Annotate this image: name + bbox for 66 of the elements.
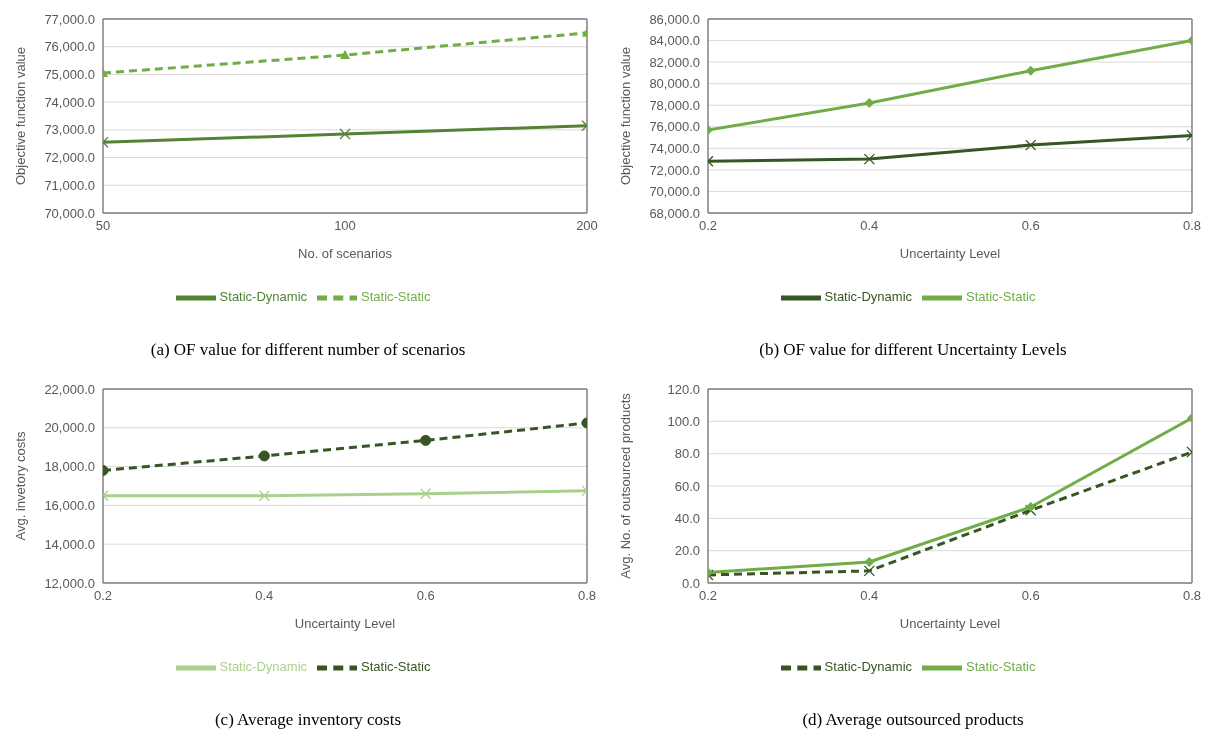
y-tick-label: 20.0 [674, 543, 700, 559]
x-tick-label: 0.8 [1182, 218, 1202, 234]
legend-label: Static-Dynamic [219, 659, 308, 675]
x-tick-label: 200 [576, 218, 598, 234]
y-tick-label: 72,000.0 [44, 150, 95, 166]
x-tick-label: 0.2 [698, 588, 718, 604]
y-tick-label: 78,000.0 [649, 97, 700, 113]
y-tick-label: 70,000.0 [649, 184, 700, 200]
y-tick-label: 120.0 [667, 381, 700, 397]
y-tick-label: 0.0 [681, 575, 700, 591]
x-tick-label: 0.2 [93, 588, 113, 604]
y-tick-label: 71,000.0 [44, 177, 95, 193]
text: (a) OF value for different number of scenarios [149, 340, 467, 360]
y-tick-label: 80,000.0 [649, 76, 700, 92]
y-tick-label: 70,000.0 [44, 205, 95, 221]
y-tick-label: 74,000.0 [649, 140, 700, 156]
legend-label: Static-Static [361, 289, 431, 305]
y-tick-label: 86,000.0 [649, 11, 700, 27]
y-tick-label: 22,000.0 [44, 381, 95, 397]
y-axis-title: Avg. invetory costs [12, 431, 28, 541]
x-tick-label: 0.2 [698, 218, 718, 234]
y-tick-label: 18,000.0 [44, 459, 95, 475]
legend-label: Static-Static [966, 289, 1036, 305]
y-axis-title: Objective function value [617, 46, 633, 186]
x-tick-label: 0.6 [1021, 218, 1040, 234]
y-tick-label: 40.0 [674, 510, 700, 526]
y-tick-label: 82,000.0 [649, 54, 700, 70]
y-tick-label: 14,000.0 [44, 536, 95, 552]
x-tick-label: 0.8 [577, 588, 597, 604]
text: (b) OF value for different Uncertainty Levels [758, 340, 1068, 360]
text: (d) Average outsourced products [801, 710, 1025, 730]
x-tick-label: 0.4 [860, 588, 879, 604]
y-tick-label: 76,000.0 [44, 39, 95, 55]
x-tick-label: 0.6 [416, 588, 435, 604]
x-axis-title: No. of scenarios [298, 246, 393, 261]
x-tick-label: 0.4 [860, 218, 879, 234]
x-axis-title: Uncertainty Level [899, 246, 1001, 261]
y-tick-label: 12,000.0 [44, 575, 95, 591]
y-tick-label: 100.0 [667, 413, 700, 429]
y-tick-label: 74,000.0 [44, 94, 95, 110]
y-tick-label: 80.0 [674, 446, 700, 462]
y-tick-label: 77,000.0 [44, 11, 95, 27]
y-tick-label: 84,000.0 [649, 33, 700, 49]
y-axis-title: Objective function value [12, 46, 28, 186]
y-tick-label: 76,000.0 [649, 119, 700, 135]
x-tick-label: 0.4 [255, 588, 274, 604]
x-tick-label: 0.6 [1021, 588, 1040, 604]
y-tick-label: 75,000.0 [44, 67, 95, 83]
x-axis-title: Uncertainty Level [899, 616, 1001, 631]
y-tick-label: 72,000.0 [649, 162, 700, 178]
y-tick-label: 16,000.0 [44, 498, 95, 514]
x-axis-title: Uncertainty Level [294, 616, 396, 631]
y-axis-title: Avg. No. of outsourced products [617, 392, 633, 579]
y-tick-label: 68,000.0 [649, 205, 700, 221]
y-tick-label: 20,000.0 [44, 420, 95, 436]
y-tick-label: 73,000.0 [44, 122, 95, 138]
x-tick-label: 0.8 [1182, 588, 1202, 604]
legend-label: Static-Dynamic [219, 289, 308, 305]
legend-label: Static-Static [361, 659, 431, 675]
legend-label: Static-Dynamic [824, 659, 913, 675]
x-tick-label: 50 [95, 218, 111, 234]
y-tick-label: 60.0 [674, 478, 700, 494]
legend-label: Static-Dynamic [824, 289, 913, 305]
text: (c) Average inventory costs [213, 710, 403, 730]
x-tick-label: 100 [334, 218, 356, 234]
legend-label: Static-Static [966, 659, 1036, 675]
